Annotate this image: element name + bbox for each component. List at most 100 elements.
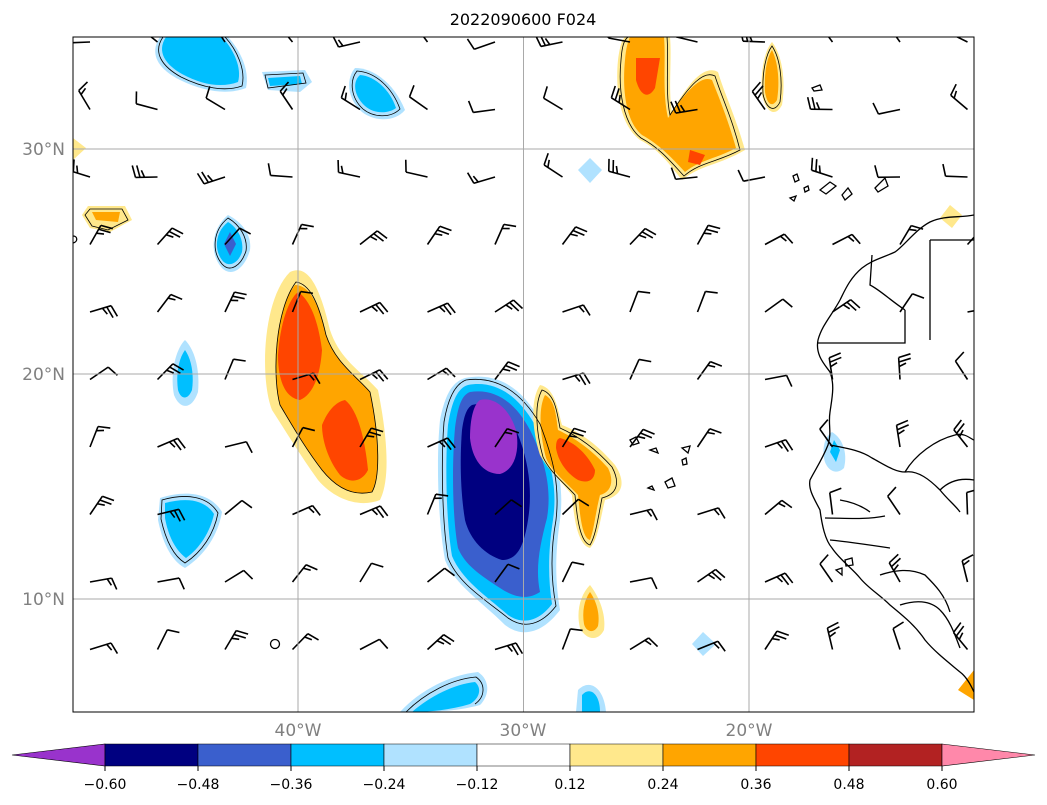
wind-barb-feather (506, 427, 520, 434)
negative-region-north-a-cyan (161, 37, 240, 86)
wind-barb-feather (982, 228, 993, 234)
wind-barb-feather (106, 643, 113, 651)
wind-barb-feather (642, 428, 655, 435)
wind-barb-shaft (359, 301, 381, 313)
wind-barb-feather (908, 228, 917, 232)
wind-barb-feather (610, 85, 617, 99)
wind-barb-shaft (157, 508, 180, 516)
contour-west-streak (275, 281, 379, 494)
wind-barb-feather (307, 633, 319, 641)
wind-barb-feather (784, 572, 794, 584)
wind-barb-shaft (697, 568, 717, 583)
wind-barb-shaft (89, 224, 102, 245)
wind-barb (966, 228, 993, 246)
wind-barb-feather (110, 642, 119, 654)
wind-barb-feather (311, 505, 321, 516)
wind-barb-feather (966, 489, 974, 494)
wind-barb-shaft (157, 577, 180, 583)
negative-region-south-a-cyan (412, 682, 480, 712)
wind-barb-shaft (764, 374, 787, 381)
colorbar-segment (941, 743, 1036, 767)
wind-barb-shaft (828, 492, 834, 515)
wind-barb (629, 358, 652, 380)
wind-barb-shaft (965, 492, 969, 515)
wind-barb-feather (231, 637, 240, 641)
wind-barb-feather (782, 298, 793, 308)
wind-barb-shaft (473, 41, 496, 51)
wind-barb-feather (582, 304, 591, 316)
wind-barb (819, 419, 834, 448)
negative-region-small-a (578, 158, 602, 183)
wind-barb (899, 293, 925, 313)
wind-barb-feather (99, 499, 112, 506)
wind-barb-feather (711, 571, 722, 581)
wind-barb-feather (515, 642, 524, 655)
wind-barb-feather (890, 557, 902, 568)
wind-barb-shaft (832, 299, 852, 313)
wind-barb-shaft (224, 227, 241, 246)
wind-barb-feather (205, 86, 211, 99)
wind-barb-feather (705, 228, 719, 234)
wind-barb-shaft (89, 495, 104, 515)
wind-barb-feather (302, 426, 316, 432)
wind-barb-shaft (359, 230, 378, 246)
wind-barb-feather (510, 499, 523, 508)
wind-barb-shaft (224, 440, 247, 448)
wind-barb-shaft (409, 96, 428, 111)
wind-barb-feather (173, 510, 181, 522)
wind-barb (359, 562, 384, 583)
wind-barb-shaft (629, 228, 646, 246)
wind-barb (291, 563, 318, 583)
wind-barb (696, 360, 723, 380)
wind-barb-feather (811, 97, 816, 110)
map-panel (73, 19, 993, 712)
wind-barb-shaft (966, 236, 974, 246)
wind-barb-shaft (888, 562, 901, 583)
wind-barb-shaft (827, 37, 834, 43)
coastlines (73, 84, 974, 693)
wind-barb-feather (337, 39, 344, 47)
wind-barb (872, 102, 901, 115)
wind-barb-feather (679, 104, 686, 113)
wind-barb (359, 301, 389, 315)
wind-barb-feather (911, 224, 924, 230)
wind-barb-shaft (426, 634, 445, 651)
bijagos-islands (844, 557, 854, 567)
wind-barb-feather (818, 165, 821, 174)
wind-barb-feather (233, 633, 247, 639)
wind-barb-feather (434, 232, 443, 236)
wind-barb (827, 37, 834, 43)
wind-barb-feather (279, 81, 290, 92)
colorbar-segment (848, 743, 943, 767)
wind-barb-feather (169, 366, 181, 374)
wind-barb (629, 508, 658, 521)
wind-barb (949, 83, 969, 111)
wind-barb-shaft (826, 627, 834, 650)
wind-barb-feather (829, 487, 842, 494)
wind-barb-feather (304, 636, 313, 641)
wind-barb-feather (709, 427, 722, 434)
wind-barb (196, 171, 226, 185)
wind-barb-feather (281, 19, 288, 29)
wind-barb (697, 568, 726, 583)
wind-barb-shaft (743, 176, 766, 182)
wind-barb-shaft (494, 499, 512, 516)
wind-barb-feather (303, 567, 311, 571)
wind-barb-feather (570, 628, 583, 632)
wind-barb-feather (76, 165, 79, 174)
wind-barb-feather (196, 172, 205, 185)
wind-barb (426, 225, 452, 245)
wind-barb-feather (888, 553, 899, 564)
wind-barb-shaft (359, 562, 373, 583)
wind-barb (494, 642, 524, 656)
wind-barb-feather (707, 364, 716, 368)
wind-barb-feather (371, 305, 378, 313)
wind-barb-feather (571, 431, 584, 437)
wind-barb (73, 41, 91, 44)
wind-barb (404, 159, 428, 178)
wind-barb-feather (819, 419, 829, 430)
wind-barb-shaft (819, 428, 834, 448)
wind-barb-feather (438, 441, 446, 448)
wind-barb-feather (638, 234, 647, 239)
wind-barb-feather (167, 297, 176, 301)
